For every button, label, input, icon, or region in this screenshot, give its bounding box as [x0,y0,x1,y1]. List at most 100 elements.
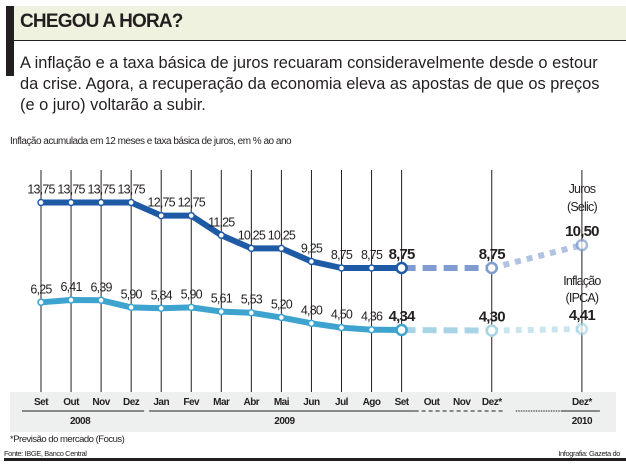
x-tick-label: Fev [183,397,200,408]
data-point [367,325,376,334]
data-label: 5,90 [181,287,203,301]
data-label: 10,25 [238,228,266,242]
x-tick-label: Dez* [572,397,592,408]
data-label: 5,84 [151,288,173,302]
lead-line: (e o juro) voltarão a subir. [20,96,206,114]
data-label: 11,25 [208,215,235,229]
series-legend-label: (IPCA) [566,291,599,305]
x-tick-label: Jul [335,397,349,408]
data-point [337,323,346,332]
gridlines [40,170,583,392]
data-point [37,198,45,207]
data-point [127,303,135,312]
x-tick-label: Nov [453,397,471,408]
data-label: 13,75 [118,183,146,197]
forecast-line-segment [491,242,583,271]
page-title: CHEGOU A HORA? [20,11,183,32]
x-tick-label: Dez* [482,397,502,408]
data-label: 6,41 [60,280,82,294]
data-point [37,298,45,307]
series-legend-label: Inflação [563,274,601,288]
year-label: 2009 [274,416,295,427]
x-tick-label: Mai [274,397,290,408]
data-label: 10,25 [268,228,296,242]
x-axis: Set Out Nov Dez Jan Fev Mar Abr Mai Jun Jul Ago Set O… [22,397,600,427]
forecast-point [485,324,498,337]
data-label: 5,61 [211,292,233,306]
data-point [395,261,408,275]
data-point [247,308,256,317]
data-label: 5,53 [241,293,263,307]
data-point [277,244,286,253]
data-point [367,264,376,272]
data-label: 5,20 [271,298,293,312]
year-label: 2008 [70,416,91,427]
data-label: 6,25 [30,282,52,296]
x-tick-label: Nov [92,397,110,408]
data-point [157,304,165,312]
data-label: 5,90 [121,287,143,301]
data-point [337,264,346,272]
forecast-point [485,261,498,275]
data-point [307,319,316,328]
year-label: 2010 [572,416,593,427]
bottom-divider [4,458,626,461]
x-tick-label: Jan [153,397,169,408]
series-legend-label: (Selic) [567,200,597,214]
data-point [217,307,226,316]
data-label: 9,25 [301,241,323,255]
lead-paragraph: A inflação e a taxa básica de juros recu… [20,53,626,116]
series-legend-label: Juros [569,182,596,196]
data-label: 4,50 [331,308,353,322]
header-divider [14,40,626,41]
data-label: 13,75 [57,183,85,197]
x-tick-label: Abr [243,397,259,408]
data-label: 8,75 [389,246,415,263]
data-label: 6,39 [91,280,113,294]
lead-line: A inflação e a taxa básica de juros recu… [20,54,598,72]
footnote: *Previsão do mercado (Focus) [10,434,125,445]
data-point [67,296,75,304]
data-label: 4,80 [301,303,323,317]
x-tick-label: Set [395,397,410,408]
data-label: 13,75 [27,183,55,197]
forecast-line-segment [401,327,492,334]
forecast-label: 10,50 [565,223,599,240]
x-tick-label: Out [63,397,80,408]
data-point [157,211,165,220]
x-tick-label: Mar [213,397,230,408]
forecast-label: 4,41 [569,307,595,324]
data-label: 12,75 [178,196,206,210]
data-point [395,323,408,337]
forecast-point [575,238,589,252]
lead-line: da crise. Agora, a recuperação da econom… [20,75,600,93]
forecast-line-segment [491,325,582,334]
x-tick-label: Dez [123,397,140,408]
credit-note: Infografia: Gazeta do [558,449,620,458]
data-point [247,244,256,253]
forecast-label: 4,30 [479,309,505,326]
source-note: Fonte: IBGE, Banco Central [4,449,87,458]
data-point [217,231,226,239]
data-point [97,198,105,207]
x-tick-label: Jun [303,397,320,408]
series-group [37,198,589,337]
x-tick-label: Out [424,397,441,408]
header-accent-bar [6,6,14,76]
data-label: 4,34 [389,308,416,325]
x-tick-label: Set [34,397,49,408]
data-point [307,257,316,266]
data-point [67,198,75,207]
data-label: 13,75 [87,183,115,197]
data-point [97,296,105,305]
data-label: 12,75 [148,196,176,210]
data-point [187,211,195,220]
chart-title: Inflação acumulada em 12 meses e taxa bá… [10,136,292,147]
data-label: 8,75 [361,248,383,262]
header-bar [6,6,626,41]
data-label: 8,75 [331,248,353,262]
data-point [277,313,286,322]
data-point [127,198,135,207]
